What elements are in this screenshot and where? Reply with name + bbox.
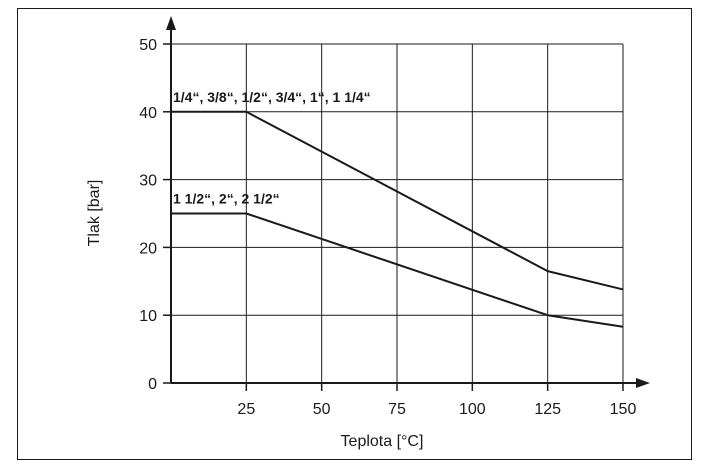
x-axis-arrow [636,378,650,388]
series [171,110,624,328]
x-tick-label: 100 [459,401,486,418]
y-tick-label: 50 [139,37,157,54]
x-tick-label: 150 [610,401,637,418]
y-tick-label: 20 [139,240,157,257]
x-tick-label: 75 [388,401,406,418]
y-tick-label: 30 [139,173,157,190]
x-tick-label: 25 [237,401,255,418]
y-axis-label: Tlak [bar] [86,180,103,247]
x-tick-label: 50 [313,401,331,418]
series-line-2 [171,212,624,328]
axes [166,16,650,388]
y-tick-label: 0 [148,376,157,393]
series-label-1: 1/4“, 3/8“, 1/2“, 3/4“, 1“, 1 1/4“ [173,89,371,105]
y-tick-label: 10 [139,308,157,325]
tick-labels: 0 10 20 30 40 50 25 50 75 100 125 150 [139,37,636,418]
y-axis-arrow [166,16,176,30]
series-line-1 [171,110,624,291]
y-tick-label: 40 [139,105,157,122]
series-label-2: 1 1/2“, 2“, 2 1/2“ [173,191,280,207]
x-axis-label: Teplota [°C] [341,433,424,450]
series-labels: 1/4“, 3/8“, 1/2“, 3/4“, 1“, 1 1/4“ 1 1/2“… [173,89,371,207]
chart-frame [17,8,692,460]
x-tick-label: 125 [534,401,561,418]
